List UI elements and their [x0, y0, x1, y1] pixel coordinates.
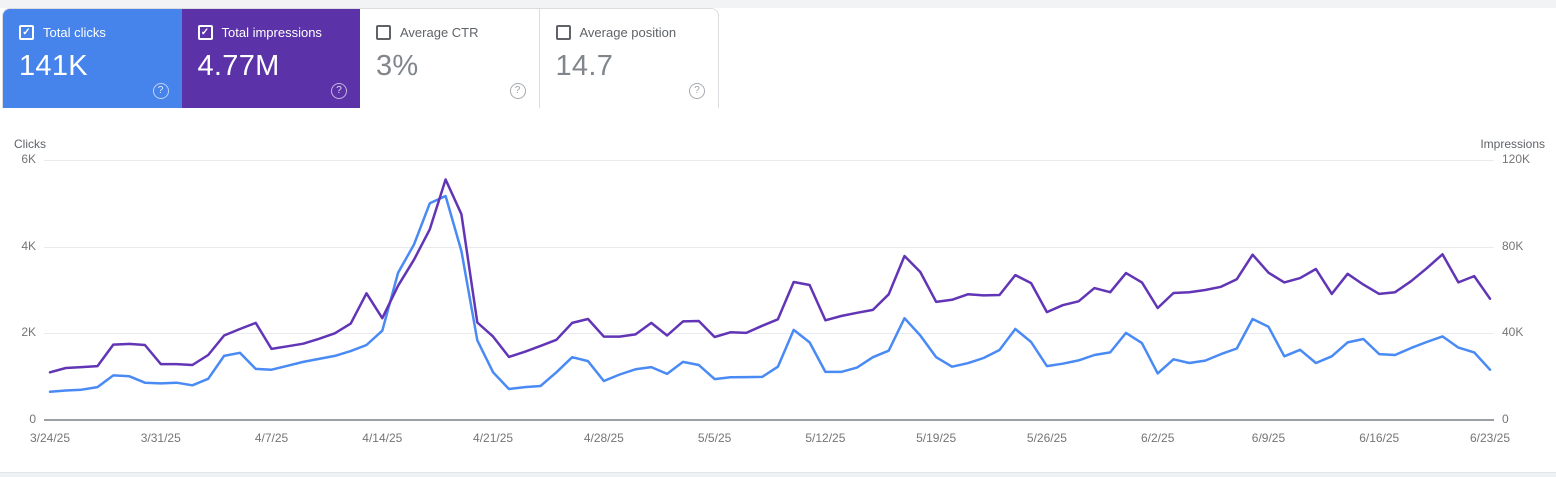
total-impressions-value: 4.77M: [197, 50, 280, 82]
help-icon[interactable]: ?: [509, 83, 526, 99]
y-tick-label-left: 6K: [21, 152, 36, 166]
y-tick-label-right: 120K: [1502, 152, 1531, 166]
y-tick-label-right: 0: [1502, 412, 1509, 426]
x-tick-label: 6/16/25: [1359, 431, 1400, 445]
impressions-line: [48, 178, 1492, 374]
page-top-strip: [0, 0, 1556, 8]
left-axis-title: Clicks: [14, 137, 46, 151]
x-tick-label: 4/14/25: [362, 431, 403, 445]
y-tick-label-left: 0: [29, 412, 36, 426]
x-tick-label: 5/19/25: [916, 431, 957, 445]
total-clicks-card[interactable]: ✓ Total clicks 141K ?: [3, 9, 182, 108]
help-icon[interactable]: ?: [689, 83, 705, 99]
x-tick-label: 5/5/25: [697, 431, 732, 445]
x-tick-label: 5/12/25: [805, 431, 846, 445]
total-impressions-checkbox[interactable]: ✓: [197, 25, 213, 40]
x-tick-label: 6/2/25: [1141, 431, 1175, 445]
help-icon[interactable]: ?: [331, 83, 347, 99]
average-position-label: Average position: [579, 25, 677, 40]
total-impressions-label: Total impressions: [221, 25, 322, 40]
x-tick-label: 6/23/25: [1469, 431, 1511, 445]
y-tick-label-right: 40K: [1502, 325, 1524, 340]
right-axis-title: Impressions: [1480, 137, 1545, 151]
average-ctr-card[interactable]: Average CTR 3% ?: [360, 9, 539, 108]
help-icon[interactable]: ?: [152, 83, 169, 99]
clicks-line: [48, 194, 1492, 394]
x-tick-label: 3/24/25: [29, 431, 71, 445]
x-tick-label: 4/7/25: [254, 431, 289, 445]
x-tick-label: 3/31/25: [140, 431, 181, 445]
x-tick-label: 6/9/25: [1251, 431, 1286, 445]
page-bottom-strip: [0, 472, 1556, 477]
gridline: [44, 246, 1494, 248]
total-clicks-value: 141K: [19, 50, 88, 82]
gridline: [44, 333, 1494, 335]
y-tick-label-right: 80K: [1502, 238, 1524, 253]
x-tick-label: 4/28/25: [583, 431, 624, 445]
x-axis-baseline: [44, 419, 1494, 421]
average-ctr-checkbox[interactable]: [376, 25, 391, 40]
total-clicks-label: Total clicks: [43, 25, 106, 40]
gridline: [44, 160, 1494, 161]
x-tick-label: 4/21/25: [473, 431, 514, 445]
x-tick-label: 5/26/25: [1026, 431, 1067, 445]
average-position-value: 14.7: [555, 50, 614, 82]
y-tick-label-left: 4K: [21, 238, 36, 253]
total-impressions-card[interactable]: ✓ Total impressions 4.77M ?: [181, 9, 360, 108]
average-ctr-value: 3%: [376, 50, 419, 82]
metric-cards: ✓ Total clicks 141K ? ✓ Total impression…: [2, 8, 719, 108]
total-clicks-checkbox[interactable]: ✓: [19, 25, 34, 40]
average-position-card[interactable]: Average position 14.7 ?: [538, 9, 718, 108]
average-ctr-label: Average CTR: [400, 25, 479, 40]
average-position-checkbox[interactable]: [555, 25, 571, 40]
y-tick-label-left: 2K: [21, 325, 36, 340]
